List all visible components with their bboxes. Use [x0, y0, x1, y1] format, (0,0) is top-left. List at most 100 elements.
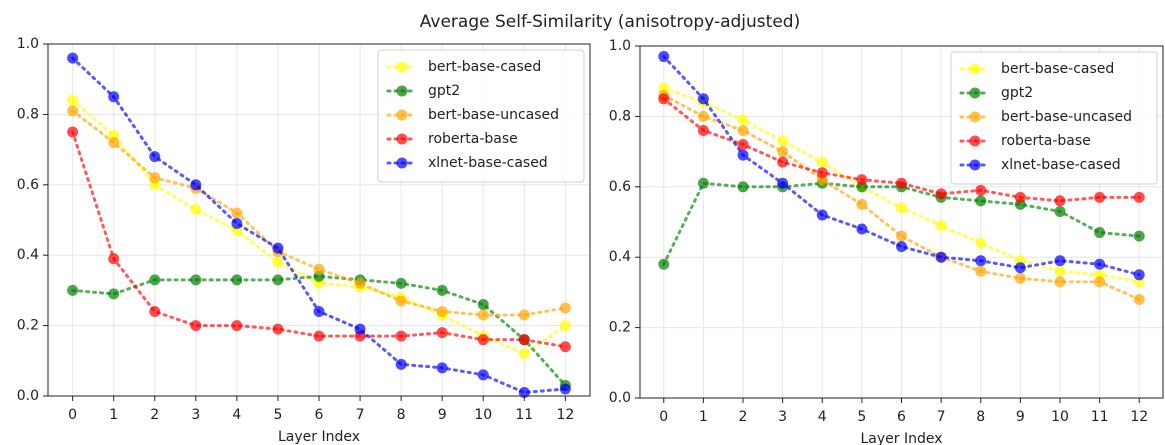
data-point	[149, 306, 161, 318]
data-point	[272, 256, 284, 268]
data-point	[67, 52, 79, 64]
data-point	[935, 251, 947, 263]
data-point	[658, 93, 670, 105]
legend-marker	[396, 85, 408, 97]
data-point	[1054, 195, 1066, 207]
legend-label: gpt2	[428, 83, 460, 99]
data-point	[1054, 265, 1066, 277]
data-point	[1094, 191, 1106, 203]
data-point	[856, 198, 868, 210]
data-point	[697, 124, 709, 136]
axes-frame	[47, 43, 591, 397]
y-tick-label: 0.0	[17, 388, 39, 404]
y-tick-label: 0.6	[609, 179, 631, 195]
data-point	[313, 330, 325, 342]
data-point	[1094, 276, 1106, 288]
y-tick-label: 0.2	[17, 318, 39, 334]
data-point	[272, 274, 284, 286]
legend-label: bert-base-cased	[1001, 61, 1114, 77]
x-tick-label: 6	[315, 407, 324, 423]
legend-label: bert-base-cased	[428, 59, 541, 75]
data-point	[559, 302, 571, 314]
data-point	[67, 284, 79, 296]
legend-label: xlnet-base-cased	[1001, 157, 1121, 173]
legend-label: bert-base-uncased	[1001, 109, 1132, 125]
data-point	[313, 306, 325, 318]
data-point	[1054, 276, 1066, 288]
y-tick-label: 0.8	[609, 108, 631, 124]
x-tick-label: 3	[778, 409, 787, 425]
y-tick-label: 0.4	[17, 247, 39, 263]
data-point	[658, 258, 670, 270]
x-tick-label: 5	[857, 409, 866, 425]
x-tick-label: 0	[68, 407, 77, 423]
data-point	[816, 167, 828, 179]
data-point	[518, 386, 530, 398]
data-point	[737, 114, 749, 126]
data-point	[559, 341, 571, 353]
x-tick-label: 7	[937, 409, 946, 425]
data-point	[149, 151, 161, 163]
data-point	[1014, 262, 1026, 274]
data-point	[697, 93, 709, 105]
data-point	[737, 181, 749, 193]
figure-title: Average Self-Similarity (anisotropy-adju…	[420, 12, 800, 32]
x-tick-label: 5	[273, 407, 282, 423]
data-point	[697, 110, 709, 122]
data-point	[395, 295, 407, 307]
x-tick-label: 2	[739, 409, 748, 425]
x-tick-label: 7	[356, 407, 365, 423]
x-tick-label: 4	[232, 407, 241, 423]
data-point	[436, 306, 448, 318]
x-tick-label: 8	[397, 407, 406, 423]
data-point	[1133, 269, 1145, 281]
x-tick-label: 10	[1051, 409, 1069, 425]
x-tick-label: 11	[515, 407, 533, 423]
data-point	[1133, 293, 1145, 305]
data-point	[477, 369, 489, 381]
data-point	[975, 265, 987, 277]
y-tick-label: 0.0	[609, 390, 631, 406]
legend-label: roberta-base	[428, 131, 518, 147]
data-point	[518, 348, 530, 360]
data-point	[658, 51, 670, 63]
data-point	[975, 255, 987, 267]
data-point	[777, 177, 789, 189]
legend-label: xlnet-base-cased	[428, 155, 548, 171]
data-point	[231, 218, 243, 230]
data-point	[559, 320, 571, 332]
data-point	[108, 288, 120, 300]
data-point	[67, 94, 79, 106]
x-axis-label: Layer Index	[278, 429, 360, 445]
data-point	[975, 195, 987, 207]
legend-label: roberta-base	[1001, 133, 1091, 149]
x-tick-label: 4	[818, 409, 827, 425]
data-point	[1094, 258, 1106, 270]
data-point	[737, 149, 749, 161]
data-point	[436, 362, 448, 374]
data-point	[559, 383, 571, 395]
legend-label: gpt2	[1001, 85, 1033, 101]
data-point	[975, 237, 987, 249]
legend-box	[950, 51, 1158, 185]
data-point	[856, 223, 868, 235]
y-tick-label: 0.2	[609, 320, 631, 336]
data-point	[149, 274, 161, 286]
data-point	[436, 284, 448, 296]
x-tick-label: 3	[191, 407, 200, 423]
data-point	[395, 358, 407, 370]
data-point	[816, 209, 828, 221]
data-point	[896, 230, 907, 242]
data-point	[518, 309, 530, 321]
data-point	[395, 277, 407, 289]
x-tick-label: 1	[699, 409, 708, 425]
data-point	[737, 124, 749, 136]
data-point	[1014, 191, 1026, 203]
data-point	[231, 320, 243, 332]
y-tick-label: 1.0	[17, 36, 39, 52]
x-axis-label: Layer Index	[860, 431, 942, 445]
x-tick-label: 11	[1091, 409, 1109, 425]
x-tick-label: 10	[474, 407, 492, 423]
data-point	[477, 298, 489, 310]
